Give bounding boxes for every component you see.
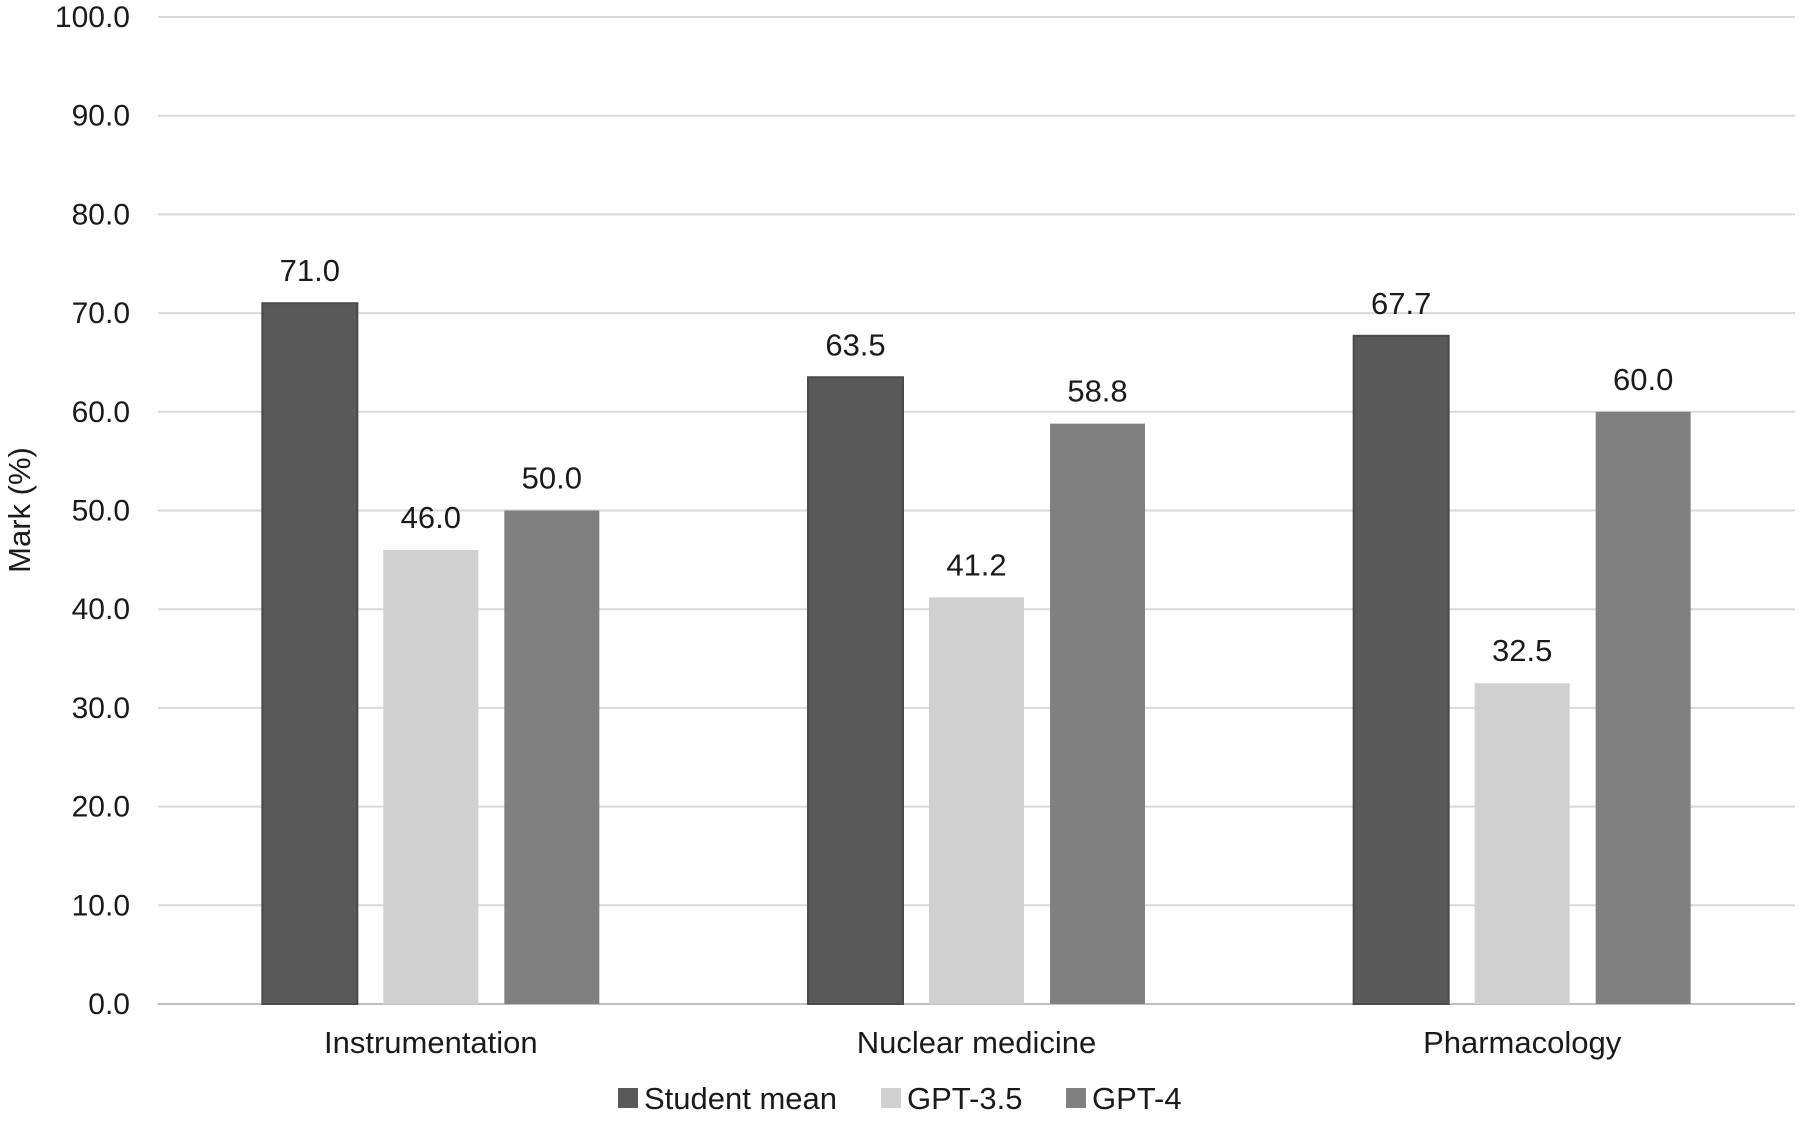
bar-student-mean-instrumentation xyxy=(261,302,359,1006)
legend-swatch xyxy=(1066,1088,1086,1108)
data-label: 58.8 xyxy=(1067,374,1127,409)
legend-swatch xyxy=(881,1088,901,1108)
legend: Student mean GPT-3.5 GPT-4 xyxy=(618,1081,1182,1116)
x-category-label: Instrumentation xyxy=(324,1025,538,1060)
data-label: 71.0 xyxy=(280,253,340,288)
y-tick-label: 50.0 xyxy=(72,495,130,528)
bar-gpt-3-5-pharmacology xyxy=(1474,683,1570,1004)
y-tick-label: 80.0 xyxy=(72,198,130,231)
data-label: 41.2 xyxy=(946,547,1006,582)
y-axis-ticks: 0.0 10.0 20.0 30.0 40.0 50.0 60.0 70.0 80.0 90.0 1… xyxy=(55,1,130,1021)
y-tick-label: 20.0 xyxy=(72,791,130,824)
y-tick-label: 0.0 xyxy=(88,988,130,1021)
data-label: 50.0 xyxy=(522,461,582,496)
bar-student-mean-pharmacology xyxy=(1352,334,1450,1005)
y-tick-label: 70.0 xyxy=(72,297,130,330)
y-tick-label: 10.0 xyxy=(72,889,130,922)
legend-label: Student mean xyxy=(644,1081,837,1116)
data-label: 32.5 xyxy=(1492,633,1552,668)
x-axis-categories: Instrumentation Nuclear medicine Pharmacol… xyxy=(324,1025,1622,1060)
y-tick-label: 60.0 xyxy=(72,396,130,429)
bars xyxy=(261,302,1691,1006)
x-category-label: Nuclear medicine xyxy=(857,1025,1097,1060)
bar-gpt-3-5-nuclear-medicine xyxy=(929,597,1024,1004)
y-tick-label: 100.0 xyxy=(55,1,130,34)
data-labels: 71.0 46.0 50.0 63.5 41.2 58.8 67.7 32.5 60.0 xyxy=(280,253,1674,668)
legend-label: GPT-4 xyxy=(1092,1081,1182,1116)
y-axis-title: Mark (%) xyxy=(2,447,37,573)
legend-swatch xyxy=(618,1088,638,1108)
legend-label: GPT-3.5 xyxy=(907,1081,1022,1116)
data-label: 63.5 xyxy=(825,327,885,362)
x-category-label: Pharmacology xyxy=(1423,1025,1622,1060)
bar-gpt-4-instrumentation xyxy=(504,510,600,1004)
y-tick-label: 30.0 xyxy=(72,692,130,725)
y-tick-label: 90.0 xyxy=(72,100,130,133)
bar-student-mean-nuclear-medicine xyxy=(807,376,904,1005)
data-label: 67.7 xyxy=(1371,286,1431,321)
bar-gpt-4-pharmacology xyxy=(1595,411,1691,1004)
y-tick-label: 40.0 xyxy=(72,593,130,626)
data-label: 60.0 xyxy=(1613,362,1673,397)
data-label: 46.0 xyxy=(401,500,461,535)
bar-gpt-3-5-instrumentation xyxy=(383,549,479,1004)
bar-gpt-4-nuclear-medicine xyxy=(1050,423,1145,1004)
